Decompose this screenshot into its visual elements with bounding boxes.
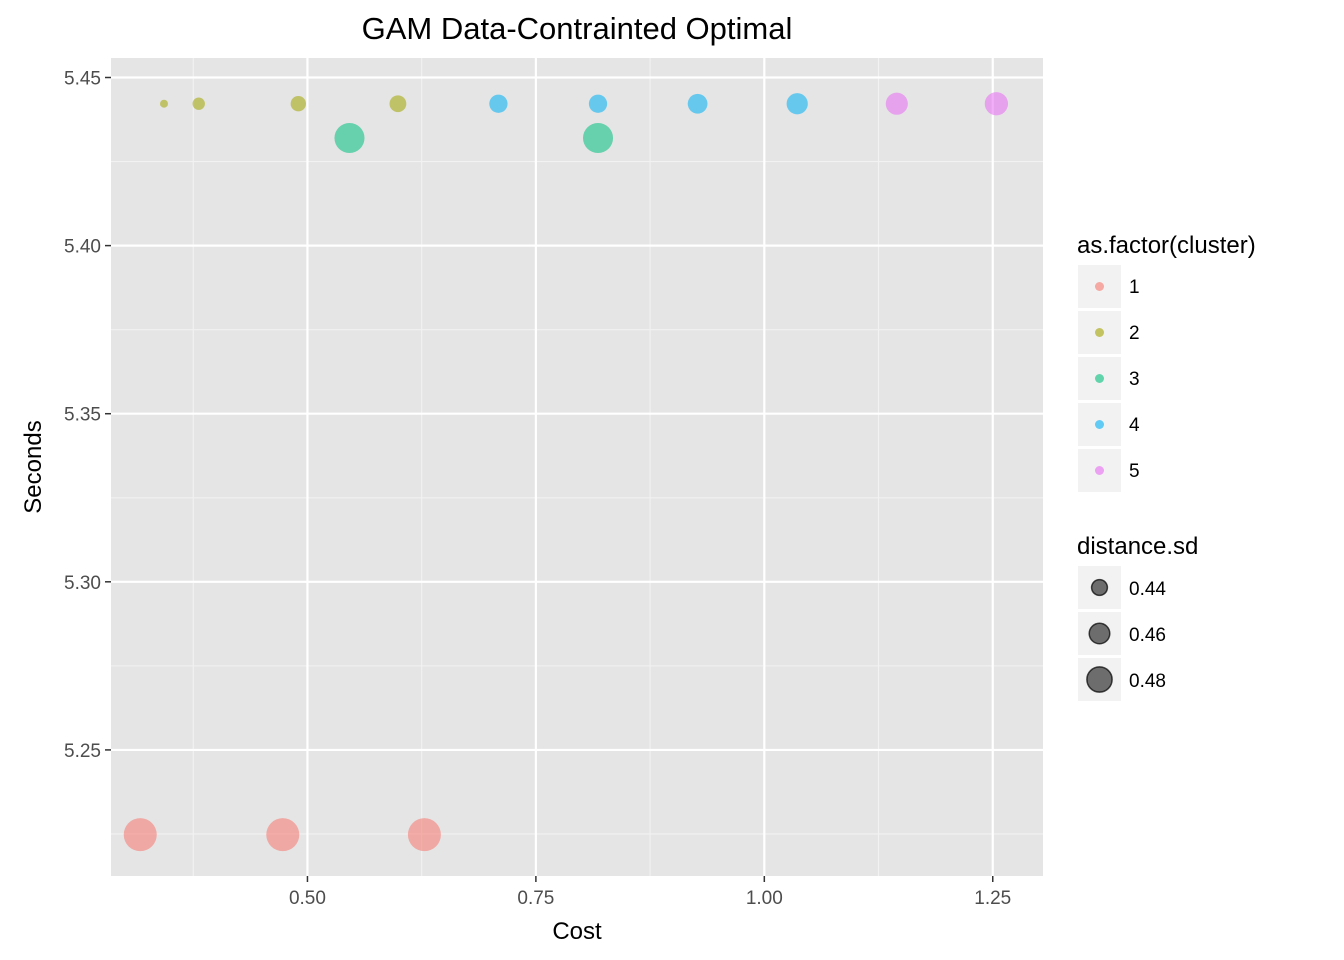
- data-point-cluster-1: [266, 818, 300, 852]
- size-legend-label: 0.44: [1129, 579, 1166, 600]
- data-point-cluster-2: [159, 99, 168, 108]
- color-legend-label: 1: [1129, 277, 1140, 298]
- data-point-cluster-5: [885, 92, 908, 115]
- data-point-cluster-4: [687, 93, 708, 114]
- chart-title: GAM Data-Contrainted Optimal: [362, 11, 793, 46]
- data-point-cluster-2: [192, 97, 205, 110]
- data-point-cluster-1: [407, 818, 441, 852]
- color-legend-swatch: [1095, 328, 1104, 337]
- y-axis: 5.25 5.30 5.35 5.40 5.45: [64, 69, 111, 762]
- size-legend-swatch: [1090, 578, 1109, 597]
- y-tick-label: 5.25: [64, 741, 101, 762]
- color-legend-title: as.factor(cluster): [1077, 232, 1256, 259]
- color-legend-swatch: [1095, 374, 1104, 383]
- x-tick-label: 1.00: [746, 888, 783, 909]
- x-tick-label: 1.25: [974, 888, 1011, 909]
- color-legend: as.factor(cluster) 1 2 3 4 5: [1077, 232, 1256, 492]
- color-legend-label: 2: [1129, 323, 1140, 344]
- data-point-cluster-3: [334, 122, 365, 154]
- y-tick-label: 5.30: [64, 573, 101, 594]
- data-point-cluster-2: [389, 95, 407, 113]
- y-axis-title: Seconds: [20, 420, 47, 513]
- color-legend-swatch: [1095, 466, 1104, 475]
- data-point-cluster-4: [489, 94, 508, 113]
- data-point-cluster-2: [290, 96, 306, 112]
- x-tick-label: 0.50: [289, 888, 326, 909]
- x-tick-label: 0.75: [517, 888, 554, 909]
- size-legend-title: distance.sd: [1077, 533, 1198, 560]
- color-legend-label: 3: [1129, 369, 1140, 390]
- color-legend-label: 5: [1129, 461, 1140, 482]
- size-legend-swatch: [1086, 666, 1113, 693]
- data-point-cluster-3: [582, 122, 614, 154]
- y-tick-label: 5.40: [64, 237, 101, 258]
- size-legend-swatch: [1088, 622, 1111, 645]
- panel-background: [111, 58, 1043, 876]
- plot-panel: [111, 58, 1043, 876]
- x-axis: 0.50 0.75 1.00 1.25: [289, 876, 1011, 909]
- data-point-cluster-5: [984, 92, 1009, 116]
- color-legend-label: 4: [1129, 415, 1140, 436]
- size-legend-label: 0.46: [1129, 625, 1166, 646]
- color-legend-swatch: [1095, 420, 1104, 429]
- color-legend-swatch: [1095, 282, 1104, 291]
- y-tick-label: 5.45: [64, 69, 101, 90]
- size-legend: distance.sd 0.44 0.46 0.48: [1077, 533, 1198, 701]
- size-legend-label: 0.48: [1129, 671, 1166, 692]
- data-point-cluster-4: [786, 93, 808, 115]
- y-tick-label: 5.35: [64, 405, 101, 426]
- data-point-cluster-4: [588, 94, 608, 113]
- data-point-cluster-1: [123, 818, 157, 852]
- x-axis-title: Cost: [552, 918, 602, 945]
